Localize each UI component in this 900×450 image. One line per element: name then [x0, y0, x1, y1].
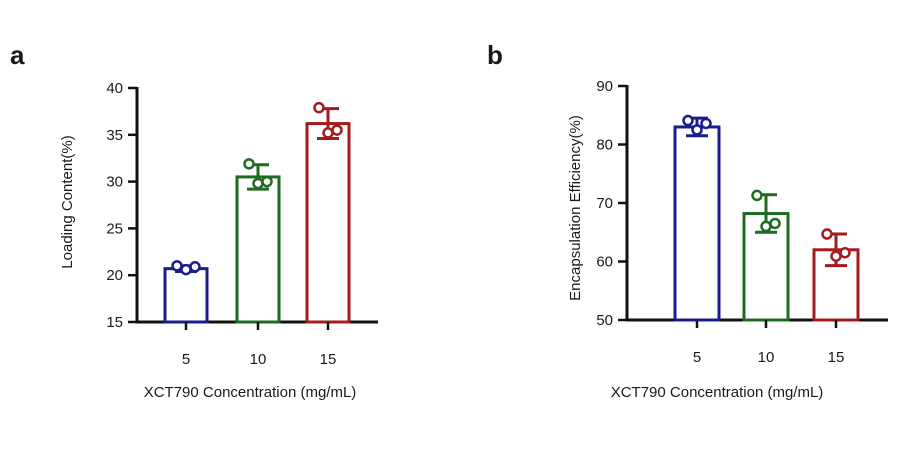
data-point [180, 263, 192, 276]
y-tick-label: 70 [596, 195, 613, 212]
y-tick-label: 60 [596, 254, 613, 271]
data-point [252, 177, 264, 190]
x-tick-label: 10 [250, 351, 267, 368]
data-point [682, 114, 694, 127]
y-tick-label: 30 [106, 174, 123, 191]
panel-letter-b: b [487, 40, 503, 70]
data-point [261, 175, 273, 188]
x-tick-label: 10 [758, 349, 775, 366]
data-point [243, 158, 255, 170]
data-point [189, 261, 201, 273]
y-tick-label: 40 [106, 80, 123, 97]
y-tick-label: 50 [596, 312, 613, 329]
data-point [769, 217, 781, 230]
data-point [171, 260, 183, 272]
chart-panel-a: a Loading Content(%) XCT790 Concentratio… [10, 40, 378, 401]
x-tick-label: 5 [693, 349, 701, 366]
data-point [760, 220, 772, 233]
y-tick-label: 15 [106, 314, 123, 331]
x-axis-title-b: XCT790 Concentration (mg/mL) [611, 384, 824, 401]
chart-panel-b: b Encapsulation Efficiency(%) XCT790 Con… [487, 40, 888, 401]
bar [673, 125, 721, 322]
x-axis-title-a: XCT790 Concentration (mg/mL) [144, 384, 357, 401]
y-axis-title-b: Encapsulation Efficiency(%) [567, 115, 584, 301]
y-tick-label: 80 [596, 137, 613, 154]
x-tick-label: 15 [828, 349, 845, 366]
data-point [691, 124, 703, 136]
data-point [322, 127, 334, 139]
data-point [830, 250, 842, 262]
x-tick-label: 5 [182, 351, 190, 368]
data-point [331, 124, 343, 136]
bar [305, 122, 351, 324]
data-point [751, 189, 763, 202]
bar [163, 267, 209, 324]
data-point [821, 228, 833, 240]
bar [235, 175, 281, 324]
y-tick-label: 25 [106, 220, 123, 237]
y-tick-label: 35 [106, 127, 123, 144]
y-tick-label: 90 [596, 78, 613, 95]
data-point [839, 246, 851, 259]
panel-letter-a: a [10, 40, 25, 70]
y-tick-label: 20 [106, 267, 123, 284]
y-axis-title-a: Loading Content(%) [59, 135, 76, 268]
data-point [700, 117, 712, 130]
data-point [313, 101, 325, 114]
x-tick-label: 15 [320, 351, 337, 368]
